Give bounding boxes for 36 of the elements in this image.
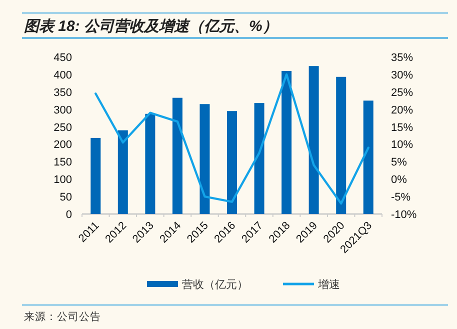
y2-tick-label: 25% (391, 86, 414, 99)
y-tick-label: 450 (54, 52, 72, 64)
y2-tick-label: -5% (391, 192, 411, 204)
bar (118, 130, 128, 214)
bar (227, 111, 237, 214)
y2-tick-label: 15% (391, 122, 414, 134)
bar (200, 104, 210, 214)
y-tick-label: 100 (54, 174, 72, 186)
y2-tick-label: -10% (391, 209, 417, 221)
y-tick-label: 50 (60, 192, 72, 204)
bar (254, 103, 264, 214)
y-tick-label: 150 (54, 156, 72, 169)
y2-tick-label: 5% (391, 156, 408, 169)
line-series (94, 73, 370, 205)
bar (282, 70, 292, 214)
chart-title: 图表 18: 公司营收及增速（亿元、%） (24, 18, 278, 35)
y2-tick-label: 10% (391, 139, 414, 152)
y-tick-label: 200 (54, 139, 72, 152)
y2-tick-label: 30% (391, 69, 414, 82)
legend-label: 营收（亿元） (182, 278, 248, 291)
y-tick-label: 350 (54, 86, 72, 99)
y-tick-label: 0 (66, 209, 72, 221)
source-note: 来源：公司公告 (24, 310, 101, 323)
bar (172, 98, 182, 214)
bar (90, 138, 101, 214)
y2-tick-label: 20% (391, 104, 414, 116)
bar (363, 100, 374, 214)
y-tick-label: 250 (54, 122, 72, 134)
y2-tick-label: 35% (391, 52, 414, 64)
bar (145, 114, 156, 214)
y-tick-label: 400 (54, 69, 72, 82)
bar (336, 76, 346, 214)
y2-tick-label: 0% (391, 174, 408, 186)
bar (308, 66, 319, 214)
legend-label: 增速 (317, 278, 340, 291)
y-tick-label: 300 (54, 104, 72, 116)
